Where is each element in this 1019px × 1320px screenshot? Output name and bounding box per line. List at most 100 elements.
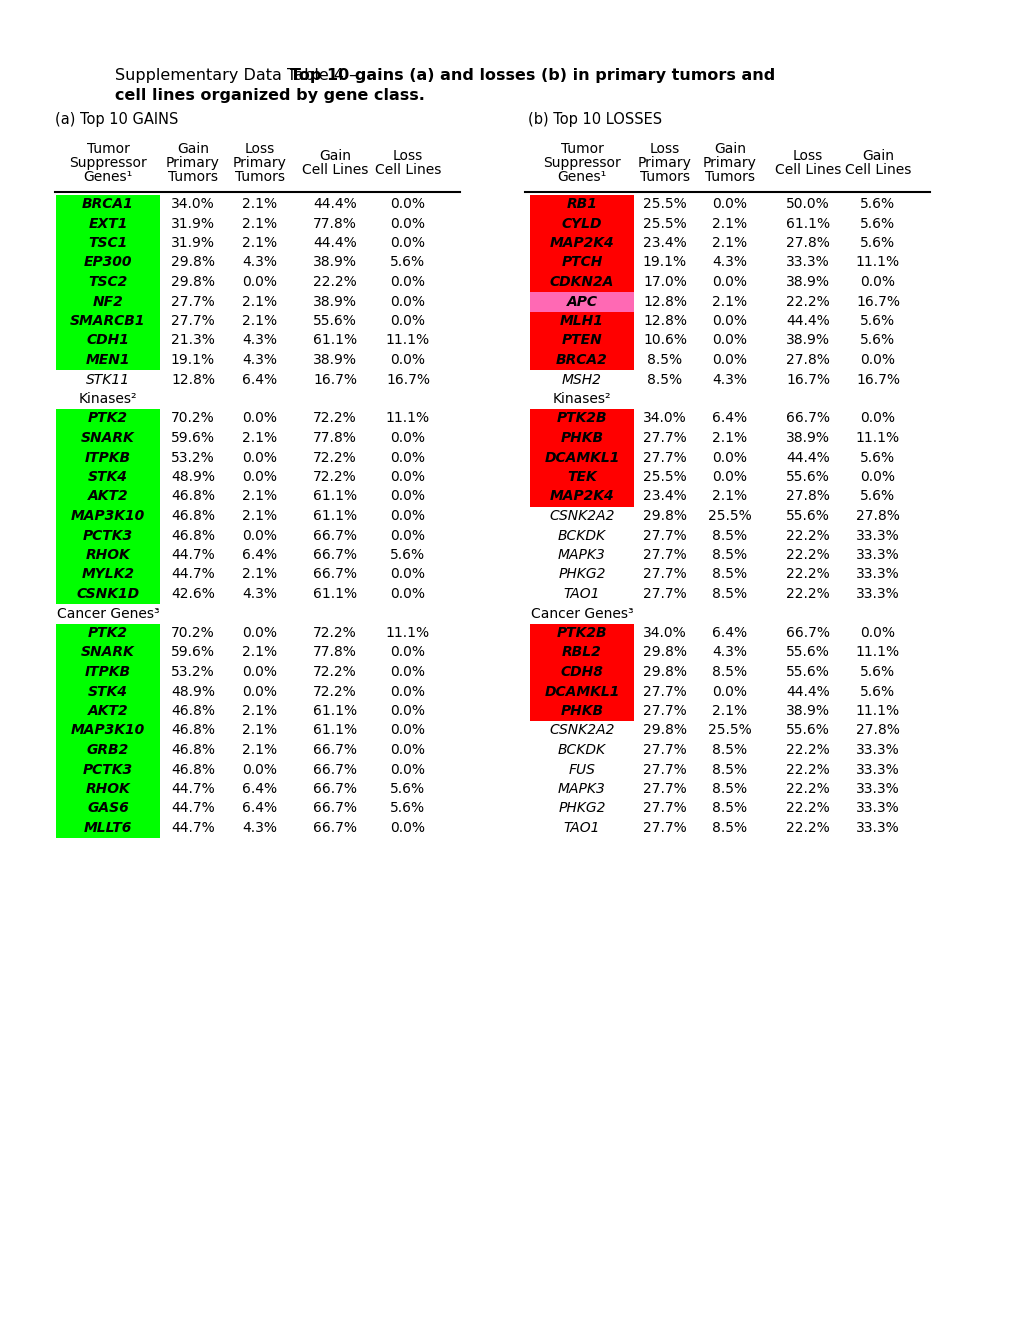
Text: Cell Lines: Cell Lines [374,162,441,177]
Bar [530,643,634,663]
Text: 16.7%: 16.7% [855,294,899,309]
Text: 72.2%: 72.2% [313,626,357,640]
Text: 2.1%: 2.1% [711,490,747,503]
Bar [56,292,160,312]
Text: 33.3%: 33.3% [855,763,899,776]
Text: 66.7%: 66.7% [313,801,357,816]
Text: 0.0%: 0.0% [390,568,425,582]
Text: STK11: STK11 [86,372,130,387]
Bar [56,701,160,721]
Text: 16.7%: 16.7% [385,372,430,387]
Text: RB1: RB1 [566,197,597,211]
Bar [530,701,634,721]
Text: 5.6%: 5.6% [860,490,895,503]
Text: 27.8%: 27.8% [855,510,899,523]
Bar [530,194,634,214]
Text: (a) Top 10 GAINS: (a) Top 10 GAINS [55,112,178,127]
Text: 27.7%: 27.7% [171,294,215,309]
Text: TAO1: TAO1 [564,821,599,836]
Text: Genes¹: Genes¹ [84,170,132,183]
Text: 0.0%: 0.0% [390,821,425,836]
Text: 8.5%: 8.5% [711,568,747,582]
Text: 27.7%: 27.7% [643,432,686,445]
Text: 2.1%: 2.1% [243,197,277,211]
Text: 8.5%: 8.5% [711,743,747,756]
Text: 2.1%: 2.1% [711,236,747,249]
Text: 19.1%: 19.1% [171,352,215,367]
Bar [56,234,160,253]
Text: 0.0%: 0.0% [390,510,425,523]
Bar [56,351,160,370]
Text: 0.0%: 0.0% [712,197,747,211]
Text: 27.7%: 27.7% [643,801,686,816]
Text: 0.0%: 0.0% [390,450,425,465]
Text: 61.1%: 61.1% [313,510,357,523]
Text: FUS: FUS [568,763,595,776]
Text: 6.4%: 6.4% [243,372,277,387]
Text: Primary: Primary [702,156,756,170]
Text: 0.0%: 0.0% [712,334,747,347]
Text: 27.7%: 27.7% [643,450,686,465]
Text: Loss: Loss [649,143,680,156]
Text: 61.1%: 61.1% [313,334,357,347]
Text: AKT2: AKT2 [88,490,128,503]
Text: Supplementary Data Table 4 –: Supplementary Data Table 4 – [115,69,362,83]
Text: 2.1%: 2.1% [243,294,277,309]
Text: RBL2: RBL2 [561,645,601,660]
Text: PTCH: PTCH [560,256,602,269]
Text: SNARK: SNARK [82,645,135,660]
Text: STK4: STK4 [88,470,127,484]
Text: 0.0%: 0.0% [243,685,277,698]
Text: PTK2: PTK2 [88,626,127,640]
Text: 6.4%: 6.4% [711,626,747,640]
Text: PCTK3: PCTK3 [83,763,132,776]
Text: 0.0%: 0.0% [390,216,425,231]
Text: 70.2%: 70.2% [171,412,215,425]
Text: BCKDK: BCKDK [557,743,605,756]
Text: MYLK2: MYLK2 [82,568,135,582]
Text: 25.5%: 25.5% [643,470,686,484]
Text: 77.8%: 77.8% [313,216,357,231]
Text: 0.0%: 0.0% [712,275,747,289]
Text: Tumors: Tumors [168,170,218,183]
Text: 61.1%: 61.1% [313,490,357,503]
Text: 27.7%: 27.7% [643,781,686,796]
Text: 46.8%: 46.8% [171,723,215,738]
Text: 0.0%: 0.0% [390,294,425,309]
Text: 0.0%: 0.0% [860,275,895,289]
Text: 25.5%: 25.5% [643,197,686,211]
Text: 4.3%: 4.3% [243,334,277,347]
Text: 33.3%: 33.3% [855,743,899,756]
Text: 27.7%: 27.7% [171,314,215,327]
Text: 21.3%: 21.3% [171,334,215,347]
Text: 59.6%: 59.6% [171,645,215,660]
Text: 0.0%: 0.0% [860,626,895,640]
Text: 66.7%: 66.7% [313,763,357,776]
Bar [530,272,634,292]
Text: 0.0%: 0.0% [243,470,277,484]
Bar [56,507,160,525]
Text: 27.7%: 27.7% [643,743,686,756]
Text: 5.6%: 5.6% [860,450,895,465]
Text: 0.0%: 0.0% [390,432,425,445]
Text: Loss: Loss [792,149,822,162]
Text: 44.4%: 44.4% [313,236,357,249]
Text: 6.4%: 6.4% [243,801,277,816]
Text: 72.2%: 72.2% [313,470,357,484]
Text: GAS6: GAS6 [87,801,128,816]
Text: PTK2B: PTK2B [556,412,606,425]
Bar [530,429,634,447]
Text: 19.1%: 19.1% [642,256,687,269]
Text: 66.7%: 66.7% [786,412,829,425]
Text: 66.7%: 66.7% [313,781,357,796]
Text: 0.0%: 0.0% [243,412,277,425]
Text: 0.0%: 0.0% [860,412,895,425]
Text: 55.6%: 55.6% [786,510,829,523]
Text: 22.2%: 22.2% [786,294,829,309]
Text: 33.3%: 33.3% [855,821,899,836]
Text: 46.8%: 46.8% [171,510,215,523]
Text: (b) Top 10 LOSSES: (b) Top 10 LOSSES [528,112,661,127]
Text: 66.7%: 66.7% [313,528,357,543]
Text: 2.1%: 2.1% [243,704,277,718]
Text: 33.3%: 33.3% [855,587,899,601]
